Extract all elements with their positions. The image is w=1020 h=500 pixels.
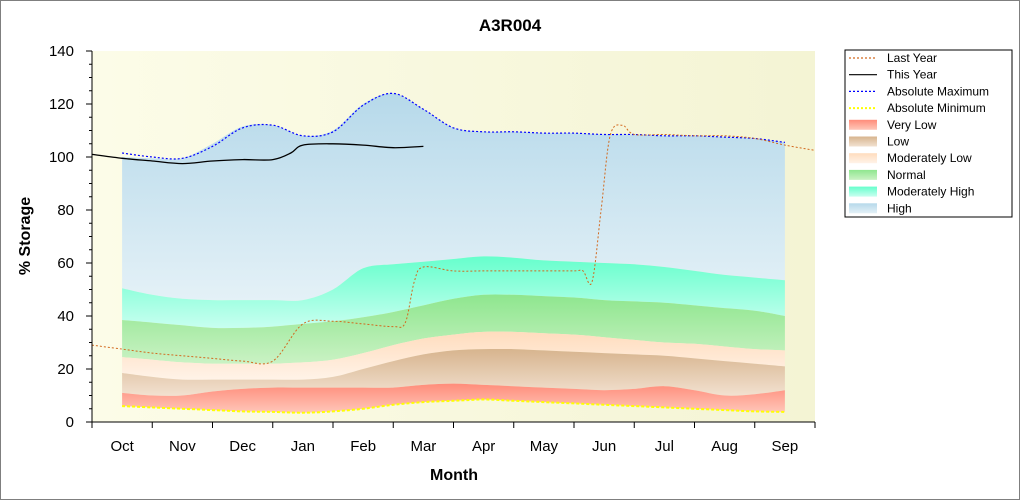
x-axis-title: Month [430, 467, 478, 484]
x-tick-label: Jan [291, 438, 315, 455]
y-axis-title: % Storage [17, 197, 34, 275]
band-high [122, 93, 785, 301]
y-tick-label: 60 [57, 255, 74, 272]
y-tick-label: 40 [57, 308, 74, 325]
x-tick-label: Feb [350, 438, 376, 455]
legend-label-low: Low [887, 135, 909, 149]
absolute-maximum-line [122, 92, 785, 160]
x-tick-label: Mar [410, 438, 436, 455]
legend-swatch-very-low [849, 119, 877, 130]
band-normal [122, 294, 785, 364]
legend-swatch-moderately-low [849, 153, 877, 164]
x-tick-label: Oct [110, 438, 134, 455]
legend-label-moderately-low: Moderately Low [887, 151, 972, 165]
legend-swatch-normal [849, 169, 877, 180]
series-lines [91, 92, 816, 414]
y-tick-label: 140 [49, 43, 74, 60]
x-tick-label: Apr [472, 438, 495, 455]
x-tick-label: Jun [592, 438, 616, 455]
y-tick-label: 80 [57, 202, 74, 219]
legend-label-moderately-high: Moderately High [887, 185, 974, 199]
y-tick-label: 20 [57, 361, 74, 378]
band-moderately-low [122, 331, 785, 380]
legend-label-last-year: Last Year [887, 51, 937, 65]
axes: 0 20 40 60 80 100 120 140 Oct Nov Dec Jan Feb Mar Apr M… [49, 43, 816, 455]
legend-label-normal: Normal [887, 168, 926, 182]
legend-label-very-low: Very Low [887, 118, 937, 132]
y-tick-label: 100 [49, 149, 74, 166]
legend: Last Year This Year Absolute Maximum Absolu… [844, 49, 1013, 218]
legend-label-this-year: This Year [887, 68, 937, 82]
legend-swatch-high [849, 203, 877, 214]
x-tick-label: Jul [655, 438, 674, 455]
y-tick-label: 120 [49, 96, 74, 113]
chart-title: A3R004 [479, 16, 542, 35]
y-tick-label: 0 [66, 414, 74, 431]
legend-label-high: High [887, 201, 912, 215]
band-moderately-high [122, 256, 785, 329]
x-tick-label: Aug [711, 438, 738, 455]
percentile-bands [122, 93, 785, 413]
last-year-line [91, 124, 816, 365]
absolute-minimum-line [122, 398, 785, 414]
legend-swatch-low [849, 136, 877, 147]
x-tick-label: Sep [772, 438, 799, 455]
x-tick-label: Dec [229, 438, 256, 455]
x-tick-label: May [530, 438, 559, 455]
this-year-line [91, 143, 424, 165]
legend-label-absolute-maximum: Absolute Maximum [887, 84, 989, 98]
band-low [122, 348, 785, 396]
legend-label-absolute-minimum: Absolute Minimum [887, 101, 986, 115]
x-tick-label: Nov [169, 438, 196, 455]
legend-swatch-moderately-high [849, 186, 877, 197]
